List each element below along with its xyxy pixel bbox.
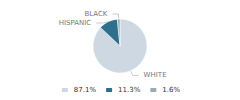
svg-text:11.3%: 11.3%: [118, 86, 141, 94]
svg-text:1.6%: 1.6%: [162, 86, 180, 94]
svg-text:HISPANIC: HISPANIC: [59, 19, 92, 27]
svg-text:WHITE: WHITE: [144, 71, 167, 79]
svg-text:87.1%: 87.1%: [74, 86, 97, 94]
svg-text:BLACK: BLACK: [84, 10, 107, 18]
